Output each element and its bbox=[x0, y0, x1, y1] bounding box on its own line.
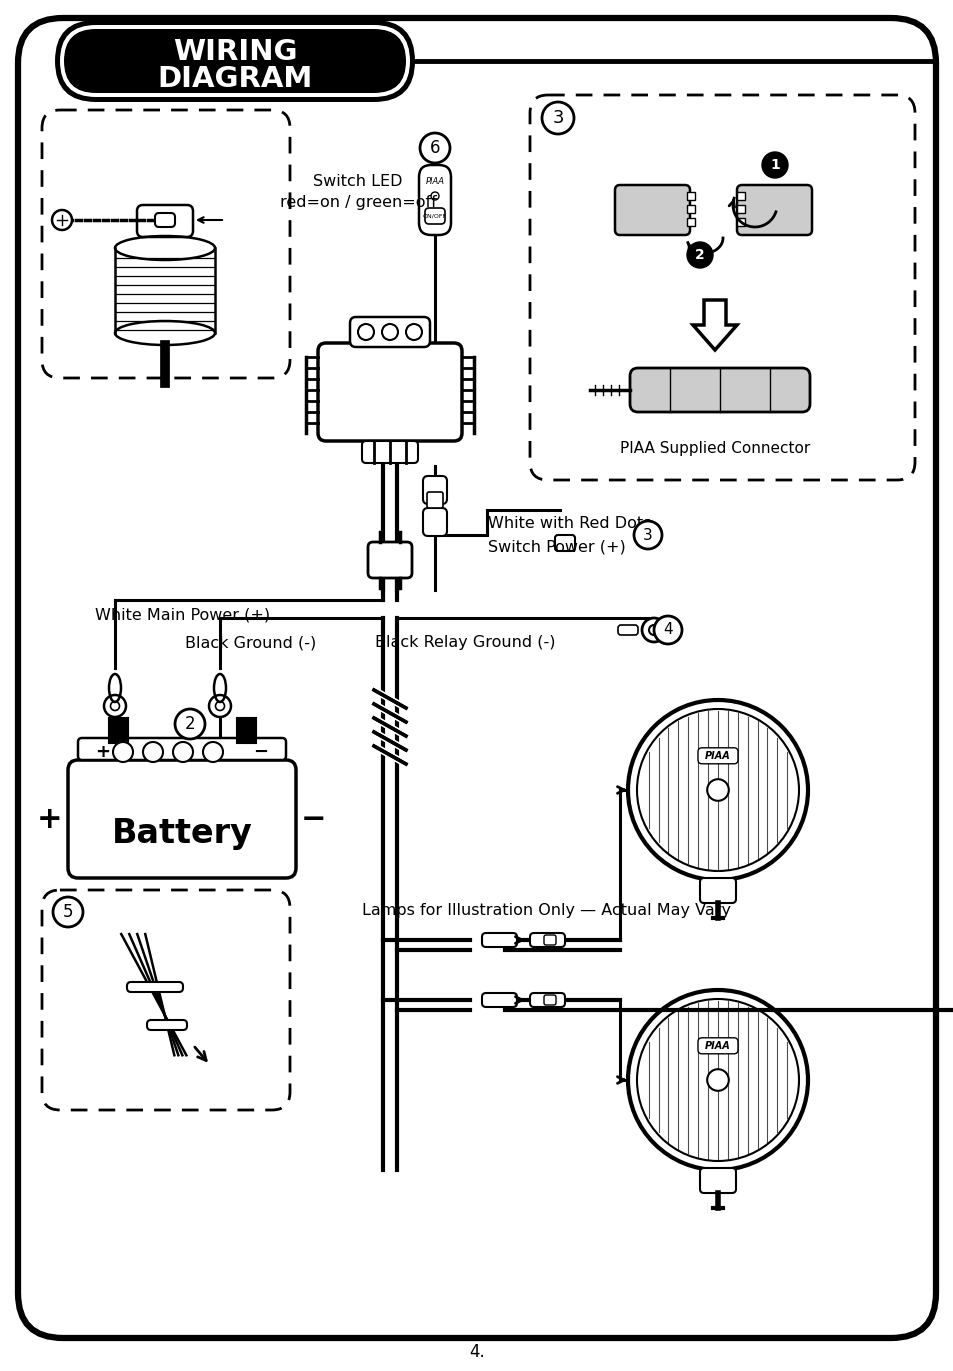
Ellipse shape bbox=[109, 675, 121, 702]
FancyBboxPatch shape bbox=[42, 110, 290, 378]
Text: PIAA Supplied Connector: PIAA Supplied Connector bbox=[619, 440, 809, 455]
Circle shape bbox=[209, 695, 231, 717]
FancyBboxPatch shape bbox=[615, 185, 689, 234]
Circle shape bbox=[634, 521, 661, 548]
FancyBboxPatch shape bbox=[317, 343, 461, 441]
Text: +: + bbox=[37, 805, 63, 834]
FancyBboxPatch shape bbox=[127, 982, 183, 993]
Circle shape bbox=[53, 897, 83, 927]
Circle shape bbox=[357, 324, 374, 340]
FancyBboxPatch shape bbox=[700, 1168, 735, 1193]
Text: Black Ground (-): Black Ground (-) bbox=[185, 636, 315, 650]
FancyBboxPatch shape bbox=[68, 760, 295, 877]
FancyBboxPatch shape bbox=[368, 542, 412, 579]
Text: +: + bbox=[95, 743, 111, 761]
FancyBboxPatch shape bbox=[42, 890, 290, 1111]
Text: 5: 5 bbox=[63, 903, 73, 921]
Text: red=on / green=off: red=on / green=off bbox=[279, 195, 436, 210]
FancyBboxPatch shape bbox=[422, 476, 447, 505]
FancyBboxPatch shape bbox=[55, 21, 415, 101]
FancyBboxPatch shape bbox=[154, 213, 174, 228]
Text: WIRING: WIRING bbox=[172, 38, 297, 66]
Circle shape bbox=[627, 990, 807, 1169]
FancyBboxPatch shape bbox=[147, 1020, 187, 1030]
Circle shape bbox=[761, 152, 787, 178]
Text: 1: 1 bbox=[769, 158, 779, 171]
Circle shape bbox=[143, 742, 163, 762]
Circle shape bbox=[627, 701, 807, 880]
FancyBboxPatch shape bbox=[543, 935, 556, 945]
Text: 3: 3 bbox=[552, 110, 563, 128]
Circle shape bbox=[174, 709, 205, 739]
Text: Battery: Battery bbox=[112, 817, 253, 850]
Text: ON/OFF: ON/OFF bbox=[422, 214, 447, 218]
Text: DIAGRAM: DIAGRAM bbox=[157, 64, 313, 93]
Circle shape bbox=[381, 324, 397, 340]
Circle shape bbox=[104, 695, 126, 717]
Text: 6: 6 bbox=[429, 138, 439, 158]
Text: −: − bbox=[301, 805, 327, 834]
Circle shape bbox=[706, 1069, 728, 1091]
Circle shape bbox=[112, 742, 132, 762]
Circle shape bbox=[654, 616, 681, 644]
FancyBboxPatch shape bbox=[18, 18, 935, 1338]
FancyBboxPatch shape bbox=[424, 208, 444, 223]
FancyBboxPatch shape bbox=[422, 509, 447, 536]
Circle shape bbox=[203, 742, 223, 762]
Text: 3: 3 bbox=[642, 528, 652, 543]
FancyBboxPatch shape bbox=[78, 738, 286, 760]
Text: PIAA: PIAA bbox=[704, 751, 730, 761]
Text: Switch LED: Switch LED bbox=[313, 174, 402, 189]
Circle shape bbox=[706, 779, 728, 801]
Bar bbox=[737, 192, 744, 200]
Text: PIAA: PIAA bbox=[704, 1041, 730, 1050]
FancyBboxPatch shape bbox=[418, 165, 451, 234]
FancyBboxPatch shape bbox=[361, 441, 417, 463]
FancyBboxPatch shape bbox=[629, 367, 809, 413]
Ellipse shape bbox=[213, 675, 226, 702]
Text: 4: 4 bbox=[662, 622, 672, 638]
Text: White Main Power (+): White Main Power (+) bbox=[95, 607, 270, 622]
Text: 4.: 4. bbox=[469, 1344, 484, 1361]
Text: PIAA: PIAA bbox=[425, 177, 444, 186]
FancyBboxPatch shape bbox=[60, 25, 410, 97]
Circle shape bbox=[641, 618, 665, 642]
FancyBboxPatch shape bbox=[137, 206, 193, 237]
FancyBboxPatch shape bbox=[350, 317, 430, 347]
FancyBboxPatch shape bbox=[481, 993, 517, 1008]
FancyBboxPatch shape bbox=[543, 995, 556, 1005]
FancyBboxPatch shape bbox=[698, 747, 738, 764]
Text: −: − bbox=[253, 743, 269, 761]
FancyBboxPatch shape bbox=[530, 95, 914, 480]
Bar bbox=[686, 192, 695, 200]
FancyBboxPatch shape bbox=[737, 185, 811, 234]
FancyBboxPatch shape bbox=[481, 934, 517, 947]
Text: Black Relay Ground (-): Black Relay Ground (-) bbox=[375, 636, 555, 650]
Ellipse shape bbox=[115, 321, 214, 345]
Circle shape bbox=[541, 101, 574, 134]
FancyBboxPatch shape bbox=[530, 934, 564, 947]
Circle shape bbox=[406, 324, 421, 340]
Bar bbox=[686, 218, 695, 226]
Bar bbox=[737, 206, 744, 213]
Ellipse shape bbox=[115, 236, 214, 260]
Text: Switch Power (+): Switch Power (+) bbox=[488, 540, 625, 554]
Text: 2: 2 bbox=[185, 716, 195, 733]
FancyBboxPatch shape bbox=[427, 492, 442, 509]
Text: Lamps for Illustration Only — Actual May Vary: Lamps for Illustration Only — Actual May… bbox=[361, 902, 730, 917]
FancyBboxPatch shape bbox=[700, 877, 735, 903]
Bar bbox=[737, 218, 744, 226]
FancyBboxPatch shape bbox=[64, 29, 406, 93]
Circle shape bbox=[686, 243, 712, 267]
Bar bbox=[686, 206, 695, 213]
Circle shape bbox=[172, 742, 193, 762]
FancyBboxPatch shape bbox=[555, 535, 575, 551]
Circle shape bbox=[52, 210, 71, 230]
Text: 2: 2 bbox=[695, 248, 704, 262]
Circle shape bbox=[419, 133, 450, 163]
Text: White with Red Dots: White with Red Dots bbox=[488, 517, 651, 532]
FancyBboxPatch shape bbox=[698, 1038, 738, 1054]
FancyBboxPatch shape bbox=[530, 993, 564, 1008]
FancyBboxPatch shape bbox=[618, 625, 638, 635]
